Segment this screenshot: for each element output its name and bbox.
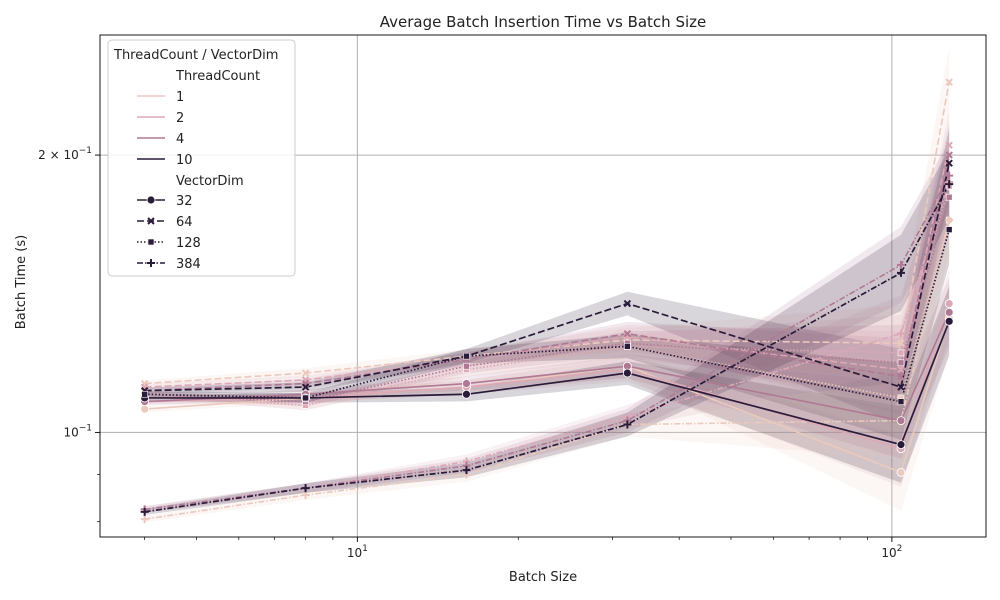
data-point-t1-d384	[301, 491, 310, 500]
legend-label-dim-64: 64	[176, 215, 193, 230]
legend-label-thread-2: 2	[176, 111, 184, 126]
legend-label-dim-32: 32	[176, 194, 193, 209]
data-point-t10-d128	[897, 398, 905, 405]
data-point-t1-d64	[301, 369, 310, 377]
series-line-t2-d64	[144, 145, 950, 388]
data-point-t10-d32	[896, 440, 906, 450]
data-point-t10-d64	[623, 299, 632, 308]
x-tick-label: 101	[347, 544, 368, 560]
legend: ThreadCount / VectorDim ThreadCount 1 2 4 1…	[107, 39, 296, 277]
confidence-band-t2-d128	[144, 151, 950, 411]
confidence-band-t1-d384	[144, 185, 950, 523]
data-point-t10-d384	[462, 466, 471, 475]
series-lines	[144, 81, 951, 521]
data-point-t10-d128	[463, 352, 470, 360]
data-point-t10-d128	[141, 390, 148, 398]
data-point-t10-d128	[624, 343, 631, 350]
legend-label-thread-1: 1	[176, 90, 184, 105]
legend-label-thread-4: 4	[176, 132, 184, 147]
data-point-t2-d64	[897, 365, 905, 374]
series-line-t4-d32	[144, 312, 950, 422]
series-line-t10-d64	[144, 162, 951, 392]
data-point-t2-d32	[944, 299, 954, 308]
data-point-t10-d32	[944, 316, 954, 326]
data-point-t4-d64	[945, 151, 953, 159]
data-point-t2-d64	[945, 141, 953, 149]
chart-title: Average Batch Insertion Time vs Batch Si…	[380, 13, 707, 31]
data-point-t4-d32	[462, 379, 471, 388]
series-line-t10-d128	[144, 229, 951, 403]
confidence-band-t10-d384	[144, 149, 950, 516]
y-tick-label: 2 × 10−1	[38, 146, 92, 162]
legend-title: ThreadCount / VectorDim	[113, 48, 278, 63]
legend-style-title: VectorDim	[176, 174, 244, 189]
legend-label-dim-128: 128	[176, 236, 201, 251]
data-point-t2-d384	[896, 329, 905, 338]
data-point-t1-d32	[896, 467, 906, 477]
data-point-t4-d384	[896, 260, 905, 269]
data-point-t4-d128	[945, 193, 953, 201]
data-point-t1-d64	[897, 339, 905, 347]
data-point-t10-d32	[462, 389, 471, 399]
confidence-band-t4-d384	[144, 141, 950, 513]
x-tick-label: 102	[881, 544, 902, 560]
series-line-t4-d128	[144, 197, 950, 403]
data-point-t10-d64	[897, 383, 905, 391]
data-point-t4-d128	[897, 359, 905, 367]
data-point-t4-d128	[463, 362, 470, 370]
confidence-band-t10-d32	[144, 286, 950, 483]
confidence-band-t2-d384	[144, 147, 950, 513]
data-point-t10-d64	[945, 159, 953, 167]
data-point-t4-d64	[897, 372, 905, 381]
confidence-band-t10-d128	[144, 195, 950, 440]
data-point-t10-d384	[623, 420, 632, 429]
confidence-band-t1-d128	[144, 185, 950, 437]
data-point-t10-d384	[945, 180, 954, 189]
legend-marker-dim-32	[146, 195, 156, 205]
data-point-t1-d64	[945, 78, 953, 86]
data-point-t10-d64	[301, 383, 310, 391]
data-point-t4-d32	[944, 307, 954, 317]
series-line-t4-d64	[144, 154, 950, 392]
data-point-t10-d384	[140, 507, 149, 516]
data-point-t1-d384	[140, 515, 149, 524]
data-point-t10-d384	[896, 268, 905, 277]
data-point-t4-d64	[623, 329, 632, 338]
series-line-t10-d384	[144, 183, 950, 513]
legend-label-thread-10: 10	[176, 153, 193, 168]
series-line-t2-d128	[144, 186, 950, 407]
data-point-t4-d32	[896, 416, 906, 425]
data-point-t10-d384	[301, 484, 310, 493]
confidence-band-t2-d64	[144, 110, 950, 408]
legend-box	[107, 39, 296, 277]
x-axis-label: Batch Size	[509, 570, 577, 585]
data-point-t2-d128	[897, 349, 905, 357]
data-point-t1-d384	[945, 216, 954, 225]
y-axis-label: Batch Time (s)	[14, 235, 29, 329]
legend-label-dim-384: 384	[176, 257, 201, 272]
data-point-t10-d32	[622, 368, 632, 378]
series-line-t1-d384	[144, 219, 950, 521]
y-tick-label: 10−1	[63, 423, 92, 439]
legend-marker-dim-64	[147, 217, 155, 225]
legend-hue-title: ThreadCount	[175, 69, 260, 84]
axes-frame	[99, 34, 987, 538]
data-point-t4-d384	[945, 171, 954, 180]
data-point-t1-d32	[140, 404, 150, 414]
legend-marker-dim-128	[147, 238, 155, 246]
data-point-t10-d128	[302, 394, 309, 402]
data-point-t10-d128	[945, 226, 953, 233]
confidence-band-t1-d64	[144, 47, 950, 387]
series-markers	[140, 78, 954, 524]
confidence-band-t4-d128	[144, 162, 950, 407]
legend-marker-dim-384	[147, 259, 155, 267]
